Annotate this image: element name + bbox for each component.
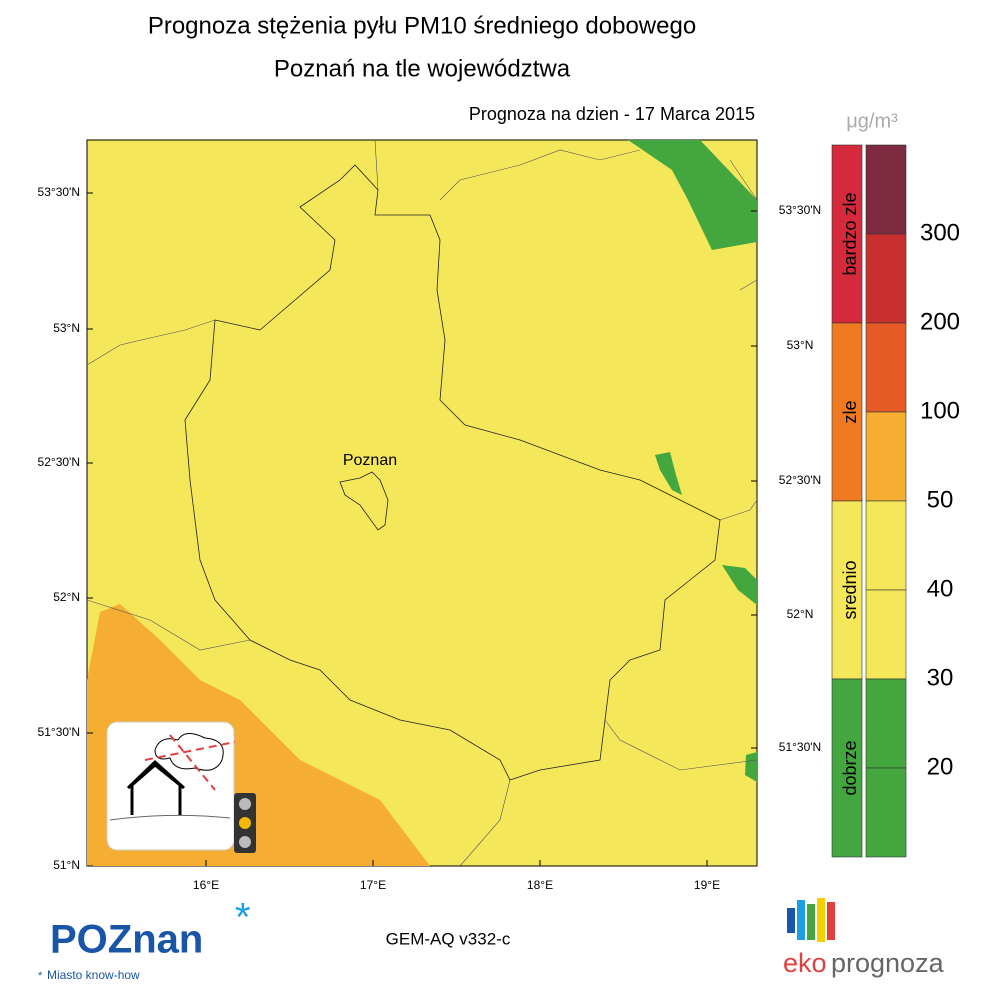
brand-prognoza: prognoza [831,948,945,978]
lat-label: 51°30'N [779,740,821,754]
lat-label: 51°30'N [38,725,80,739]
city-logo: POZnan [50,918,203,962]
lat-label: 51°N [53,858,80,872]
level-label: 40 [927,575,954,602]
model-label: GEM-AQ v332-c [386,929,511,948]
footer: POZnan * * Miasto know-how GEM-AQ v332-c… [38,896,945,983]
category-label: bardzo zle [840,192,860,275]
lat-label: 52°30'N [38,455,80,469]
category-label: dobrze [840,740,860,795]
brand-bars [787,898,835,942]
category-label: zle [840,400,860,423]
brand-eko: eko [783,948,827,978]
level-swatch [865,767,907,858]
lon-label: 19°E [694,878,720,892]
level-swatch [865,500,907,591]
lat-label: 53°30'N [779,203,821,217]
level-label: 50 [927,486,954,513]
level-label: 20 [927,753,954,780]
tagline-asterisk: * [38,970,43,982]
level-swatch [865,678,907,769]
lat-label: 53°N [53,321,80,335]
title: Prognoza stężenia pyłu PM10 średniego do… [148,12,696,39]
lat-label: 52°N [53,590,80,604]
subtitle: Poznań na tle województwa [274,55,571,82]
zone-green [722,565,757,605]
pollution-icon [106,721,256,853]
level-swatch [865,411,907,502]
lat-label: 53°N [787,338,814,352]
lat-label: 53°30'N [38,185,80,199]
category-swatch [831,500,863,680]
level-swatch [865,322,907,413]
tagline: Miasto know-how [47,968,140,982]
lat-label: 52°N [787,607,814,621]
category-swatch [831,678,863,858]
map: Poznan 53°30'N 53°N 52°30'N 52°N 51°30'N 51°N… [38,139,821,892]
zone-green [655,452,682,495]
logo-asterisk: * [235,896,251,940]
zone-green [628,140,757,250]
level-swatch [865,144,907,235]
level-swatch [865,233,907,324]
city-border [339,471,389,531]
zone-green [745,752,757,782]
level-label: 200 [920,308,960,335]
city-label: Poznan [343,452,397,469]
lon-label: 16°E [193,878,219,892]
level-label: 30 [927,664,954,691]
lon-label: 17°E [360,878,386,892]
lon-label: 18°E [527,878,553,892]
date-label: Prognoza na dzien - 17 Marca 2015 [469,104,755,124]
voivodeship-border [184,164,721,781]
level-label: 300 [920,219,960,246]
category-label: srednio [840,560,860,619]
unit-label: μg/m³ [846,110,898,132]
region-border [86,139,758,867]
level-label: 100 [920,397,960,424]
lat-label: 52°30'N [779,473,821,487]
level-swatch [865,589,907,680]
legend: μg/m³ bardzo zle zle srednio dobrze 300 200 10… [831,110,960,858]
